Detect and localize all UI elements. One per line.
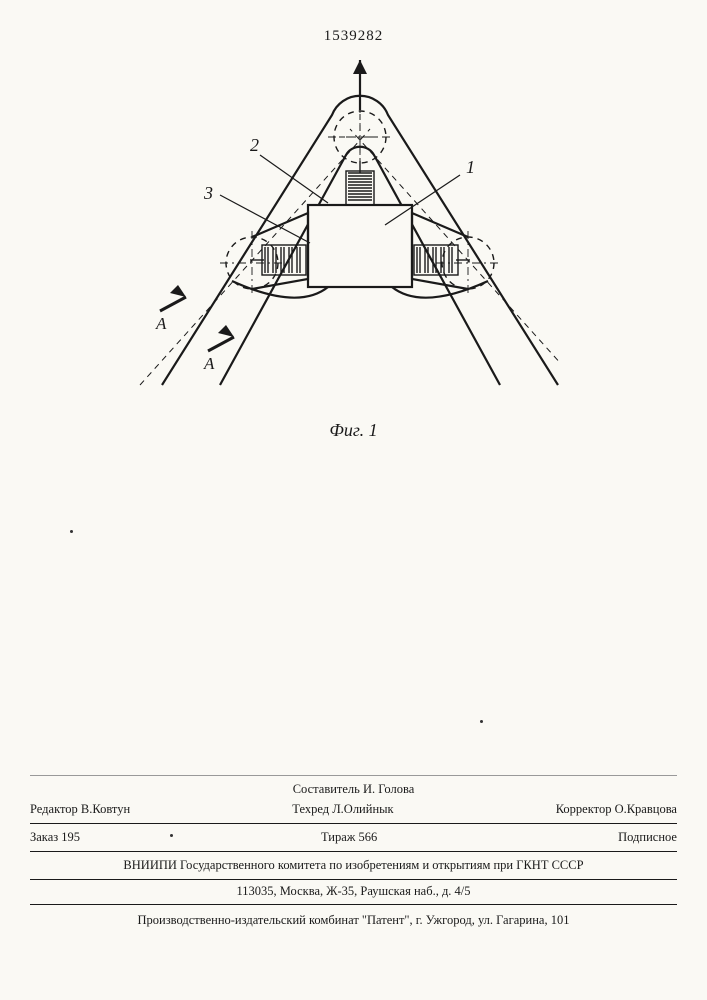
figure-svg: 2 3 1 А А [100, 55, 560, 415]
svg-text:А: А [155, 314, 167, 333]
footer-org-row: ВНИИПИ Государственного комитета по изоб… [30, 852, 677, 880]
svg-text:А: А [203, 354, 215, 373]
svg-text:1: 1 [466, 157, 475, 177]
svg-text:3: 3 [203, 183, 213, 203]
patent-number: 1539282 [0, 28, 707, 45]
figure-1: 2 3 1 А А [100, 55, 560, 415]
org-line1: ВНИИПИ Государственного комитета по изоб… [123, 858, 583, 872]
techred-text: Техред Л.Олийнык [292, 800, 393, 819]
footer-block: Составитель И. Голова Редактор В.Ковтун … [30, 775, 677, 931]
press-line: Производственно-издательский комбинат "П… [138, 913, 570, 927]
print-speck [70, 530, 73, 533]
footer-press-row: Производственно-издательский комбинат "П… [30, 905, 677, 930]
footer-org-row2: 113035, Москва, Ж-35, Раушская наб., д. … [30, 880, 677, 906]
patent-page: 1539282 2 3 1 А А Фиг. 1 Составитель И. Голо… [0, 0, 707, 1000]
svg-text:2: 2 [250, 135, 259, 155]
org-line2: 113035, Москва, Ж-35, Раушская наб., д. … [236, 884, 470, 898]
order-text: Заказ 195 [30, 828, 80, 847]
footer-order-row: Заказ 195 Тираж 566 Подписное [30, 824, 677, 852]
footer-compiler-row: Составитель И. Голова [30, 775, 677, 799]
print-speck [480, 720, 483, 723]
corrector-text: Корректор О.Кравцова [556, 800, 677, 819]
editor-text: Редактор В.Ковтун [30, 800, 130, 819]
figure-label: Фиг. 1 [0, 420, 707, 441]
compiler-text: Составитель И. Голова [293, 780, 415, 799]
subscription-text: Подписное [618, 828, 677, 847]
footer-credits-row: Редактор В.Ковтун Техред Л.Олийнык Корре… [30, 798, 677, 824]
circulation-text: Тираж 566 [321, 828, 377, 847]
